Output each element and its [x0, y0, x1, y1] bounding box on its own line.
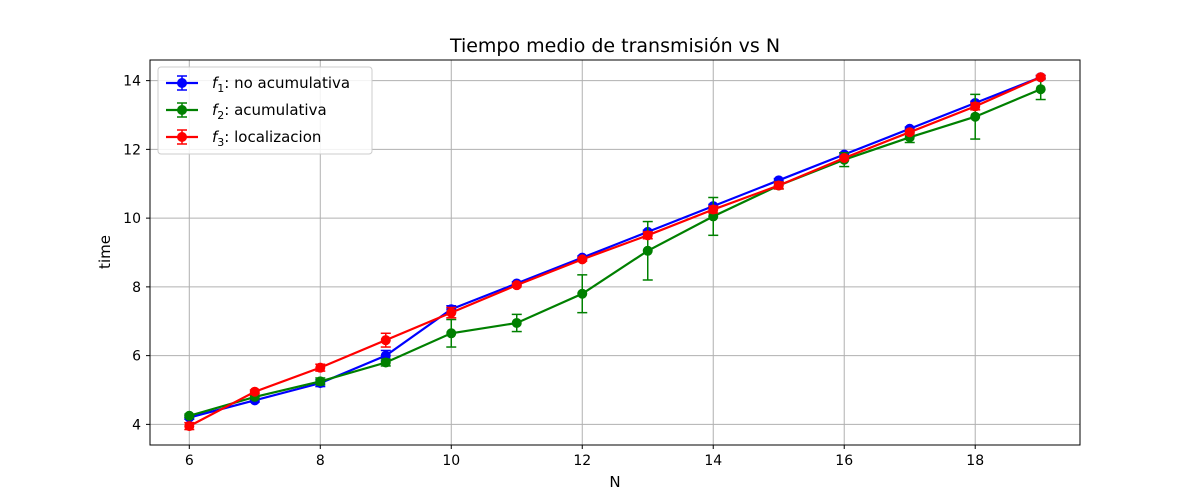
- data-point: [839, 152, 850, 163]
- legend-label: f3: localizacion: [212, 128, 321, 149]
- legend-item: f2: acumulativa: [166, 101, 327, 122]
- x-tick-label: 8: [316, 453, 325, 469]
- plot-series: [184, 72, 1046, 432]
- data-point: [380, 335, 391, 346]
- data-point: [511, 280, 522, 291]
- data-point: [577, 254, 588, 265]
- y-tick-label: 6: [132, 349, 141, 365]
- legend-label-base: f: [212, 128, 220, 146]
- data-point: [708, 211, 719, 222]
- data-point: [904, 127, 915, 138]
- legend-label: f1: no acumulativa: [212, 74, 350, 95]
- x-tick-label: 18: [966, 453, 984, 469]
- data-point: [446, 307, 457, 318]
- data-point: [773, 180, 784, 191]
- data-point: [1035, 84, 1046, 95]
- legend-label-base: f: [212, 74, 220, 92]
- legend-label-subscript: 1: [217, 82, 224, 95]
- data-point: [315, 362, 326, 373]
- data-point: [708, 204, 719, 215]
- x-tick-label: 14: [704, 453, 722, 469]
- x-axis-label: N: [609, 473, 620, 491]
- data-point: [970, 111, 981, 122]
- data-point: [184, 421, 195, 432]
- series-line: [188, 76, 1042, 428]
- legend-label-base: f: [212, 101, 220, 119]
- y-tick-label: 12: [123, 142, 141, 158]
- legend-label-subscript: 2: [217, 109, 224, 122]
- y-axis-label: time: [96, 235, 114, 269]
- data-point: [642, 245, 653, 256]
- data-point: [446, 328, 457, 339]
- series-line: [188, 88, 1042, 417]
- y-tick-label: 14: [123, 74, 141, 90]
- legend-label-text: : localizacion: [224, 128, 321, 146]
- legend-item: f3: localizacion: [166, 128, 321, 149]
- legend-label-text: : acumulativa: [224, 101, 326, 119]
- x-tick-label: 6: [185, 453, 194, 469]
- data-point: [970, 101, 981, 112]
- data-point: [577, 288, 588, 299]
- data-point: [642, 230, 653, 241]
- data-point: [184, 410, 195, 421]
- legend-label-subscript: 3: [217, 136, 224, 149]
- x-tick-label: 16: [835, 453, 853, 469]
- data-point: [249, 386, 260, 397]
- y-tick-label: 4: [132, 417, 141, 433]
- legend-label-text: : no acumulativa: [224, 74, 350, 92]
- series-3: [184, 72, 1046, 432]
- x-tick-label: 12: [573, 453, 591, 469]
- data-point: [511, 317, 522, 328]
- legend-marker: [177, 132, 187, 142]
- x-tick-label: 10: [442, 453, 460, 469]
- y-tick-label: 8: [132, 280, 141, 296]
- data-point: [380, 350, 391, 361]
- legend-marker: [177, 78, 187, 88]
- legend-box: [157, 66, 373, 155]
- data-point: [1035, 72, 1046, 83]
- legend-label: f2: acumulativa: [212, 101, 327, 122]
- legend-item: f1: no acumulativa: [166, 74, 350, 95]
- data-point: [380, 357, 391, 368]
- data-point: [315, 376, 326, 387]
- y-tick-label: 10: [123, 211, 141, 227]
- plot-frame: [149, 59, 1081, 446]
- legend-marker: [177, 105, 187, 115]
- chart-title: Tiempo medio de transmisión vs N: [449, 35, 780, 57]
